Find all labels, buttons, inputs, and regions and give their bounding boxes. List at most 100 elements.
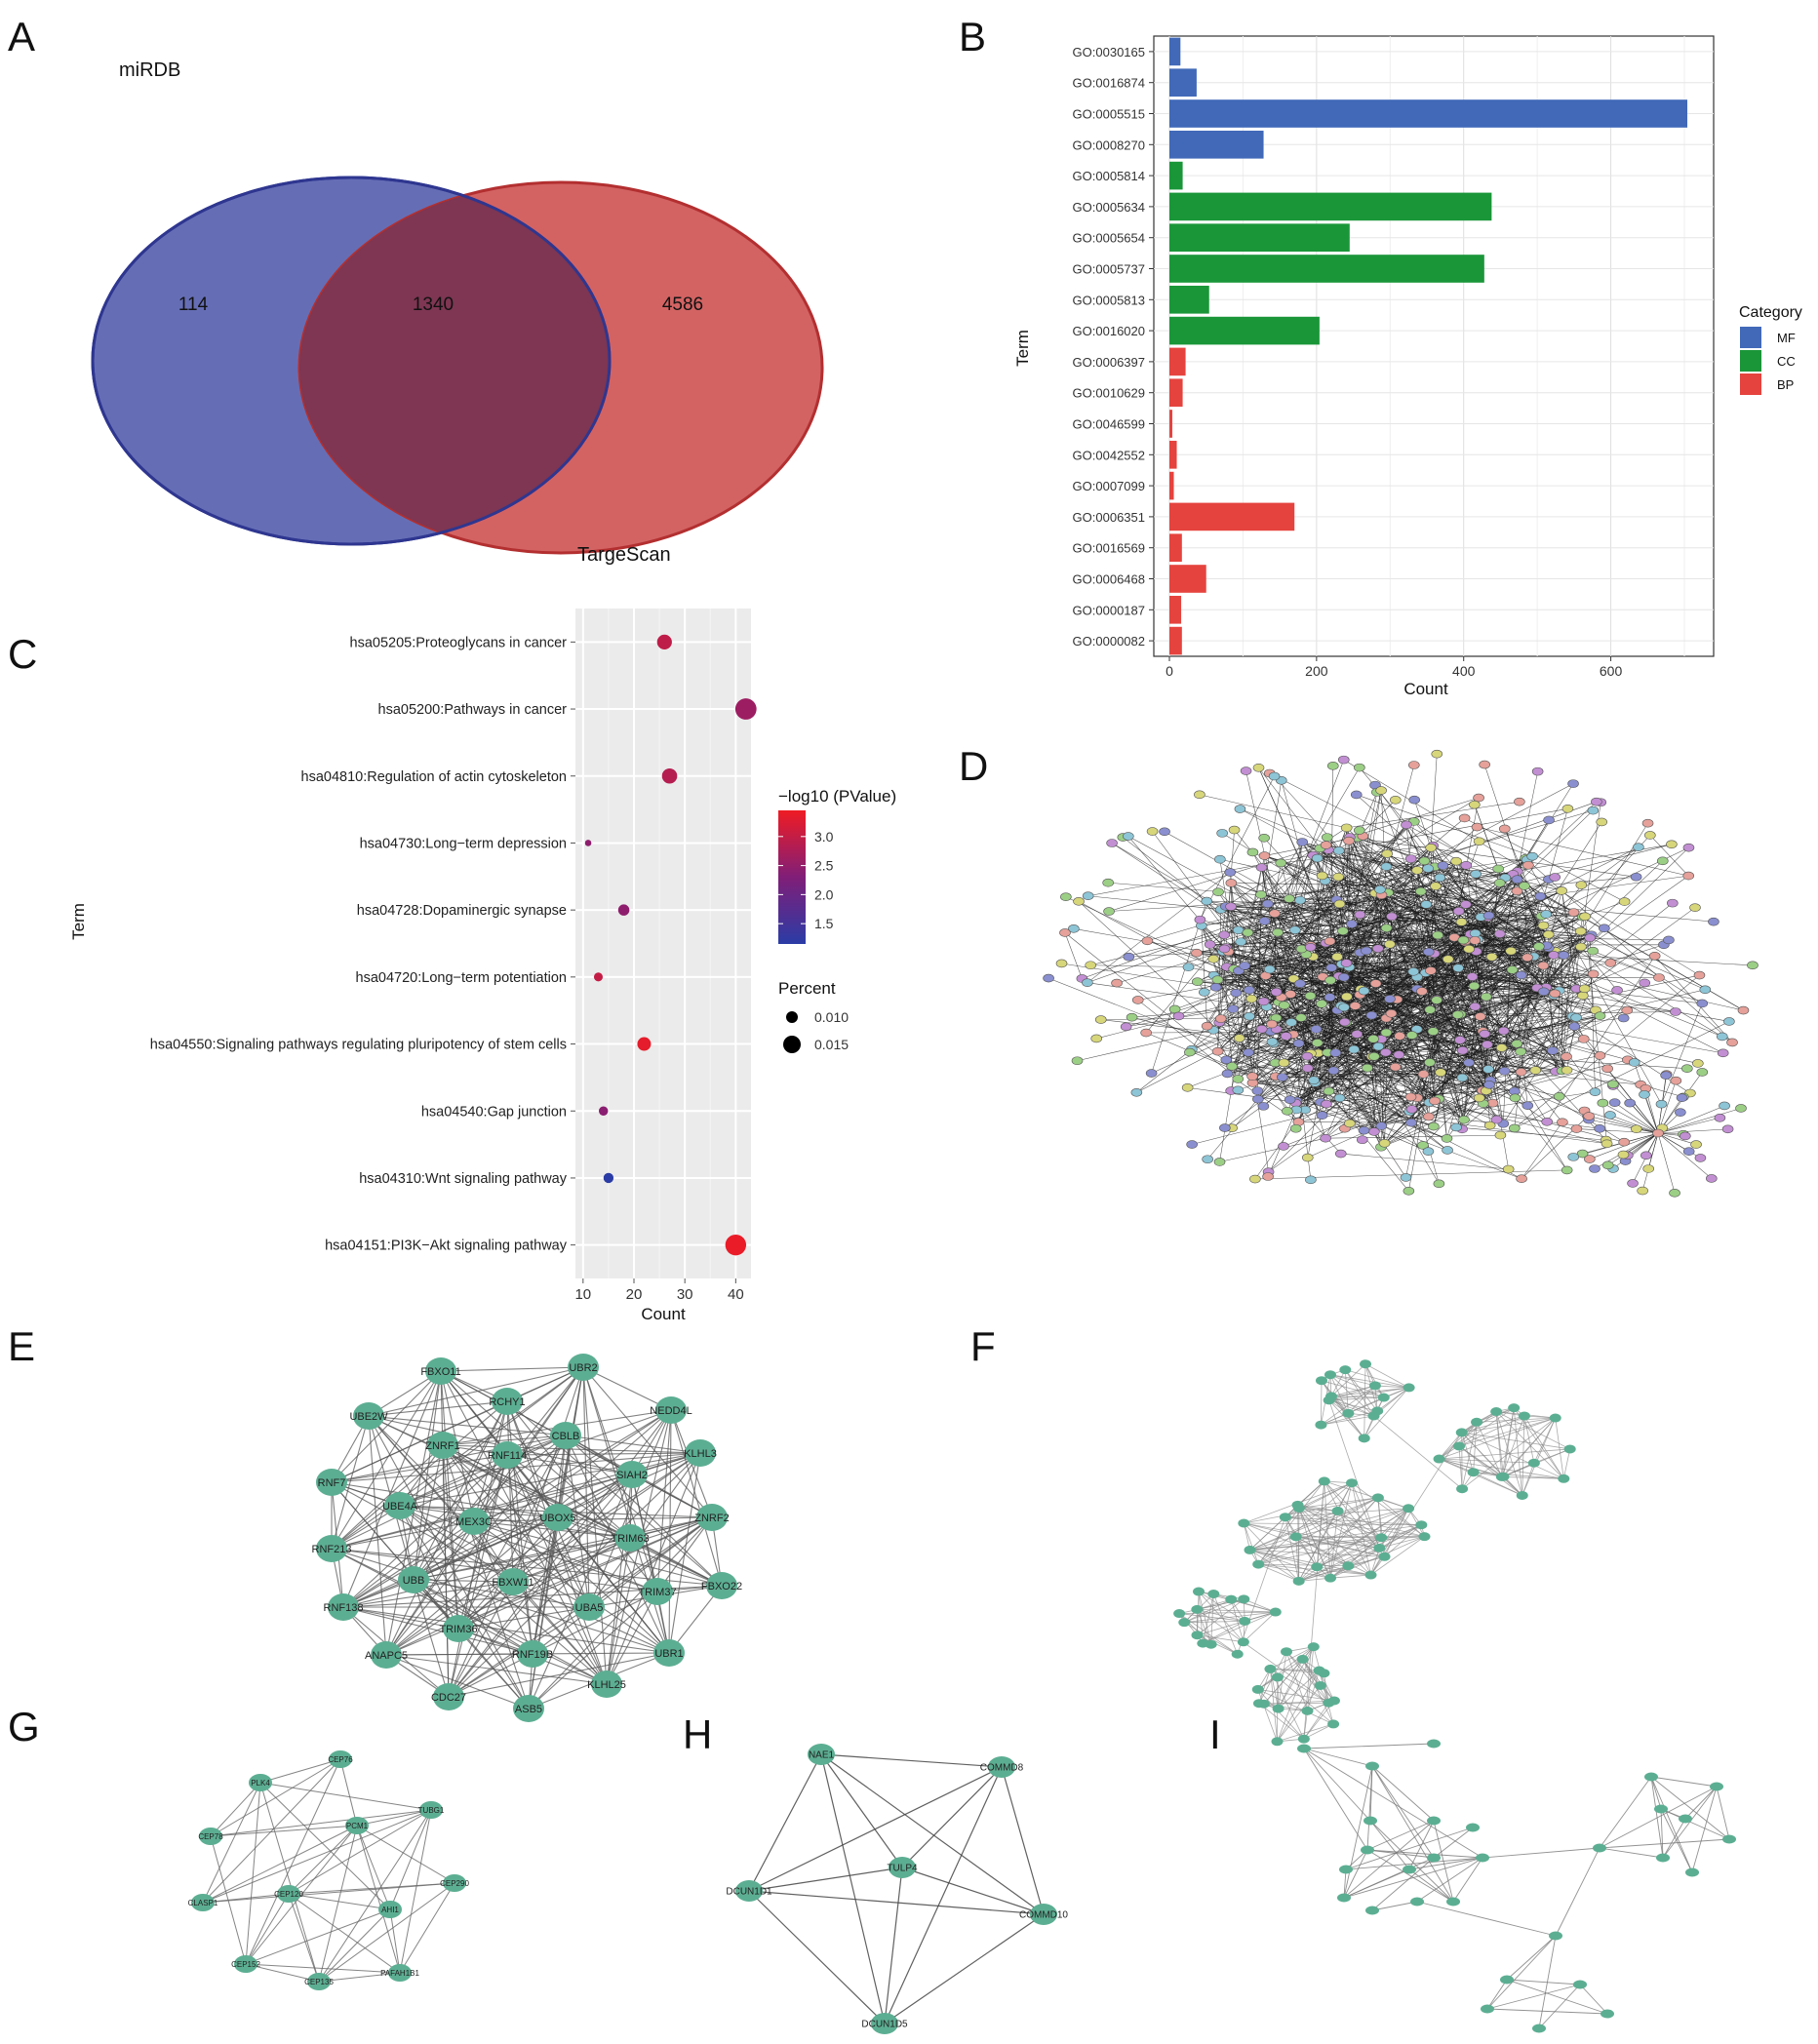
network-edge: [1364, 1387, 1409, 1439]
network-node: [1506, 965, 1519, 974]
network-edge: [1337, 1482, 1353, 1512]
network-node: [1455, 1428, 1468, 1437]
node-label: RNF213: [312, 1544, 352, 1555]
network-node: [1194, 790, 1205, 800]
network-node: [1106, 839, 1118, 847]
network-edge: [1258, 1563, 1299, 1582]
node-label: CEP120: [274, 1890, 303, 1899]
network-node: [1198, 988, 1210, 997]
network-node: [1264, 1664, 1277, 1673]
network-node: [1425, 966, 1437, 975]
network-edge: [1482, 990, 1560, 1091]
network-node: [1377, 1393, 1390, 1402]
network-node: [1522, 953, 1533, 963]
y-tick-label: GO:0005515: [1073, 107, 1145, 122]
network-edge: [473, 1520, 670, 1654]
term-label: hsa04550:Signaling pathways regulating p…: [150, 1038, 567, 1053]
network-node: [1218, 930, 1231, 939]
network-node: [1226, 1062, 1238, 1071]
network-edge: [1330, 1363, 1366, 1397]
network-edge: [1263, 1703, 1308, 1711]
network-node: [1103, 907, 1115, 916]
network-edge: [506, 1452, 701, 1456]
network-node: [1216, 829, 1228, 838]
network-edge: [1329, 1482, 1353, 1579]
network-edge: [1257, 1480, 1325, 1565]
network-node: [1567, 908, 1580, 917]
network-node: [1682, 843, 1695, 852]
network-edge: [1222, 951, 1628, 1061]
network-node: [1556, 886, 1567, 895]
bar-go-0005813: [1169, 285, 1209, 314]
network-edge: [1137, 1000, 1239, 1080]
network-edge: [1252, 1076, 1522, 1179]
network-node: [1244, 1545, 1256, 1554]
network-node: [1653, 973, 1665, 982]
network-node: [1457, 935, 1470, 945]
network-node: [1224, 868, 1237, 877]
node-label: PLK4: [251, 1779, 270, 1788]
network-edge: [1439, 1432, 1463, 1460]
network-node: [871, 2013, 898, 2034]
network-edge: [1196, 890, 1562, 954]
network-edge: [1364, 1090, 1515, 1131]
network-node: [1434, 873, 1446, 883]
network-node: [1561, 1052, 1572, 1061]
network-node: [1090, 1034, 1103, 1043]
network-node: [1474, 1012, 1486, 1021]
network-node: [1418, 1532, 1431, 1542]
network-edge: [202, 1893, 290, 1904]
network-edge: [1371, 1765, 1454, 1903]
node-label: SIAH2: [616, 1470, 648, 1481]
y-tick-label: GO:0030165: [1073, 45, 1145, 59]
network-edge: [512, 1581, 608, 1685]
network-edge: [448, 1652, 670, 1698]
network-node: [1068, 924, 1080, 933]
network-edge: [1336, 1009, 1364, 1140]
network-node: [1389, 796, 1402, 805]
network-node: [1427, 1816, 1441, 1826]
y-tick-label: GO:0005654: [1073, 231, 1145, 246]
network-edge: [1281, 780, 1332, 968]
network-edge: [1328, 766, 1334, 1091]
network-node: [1333, 1093, 1346, 1103]
network-node: [1500, 1975, 1514, 1985]
node-label: KLHL25: [587, 1679, 626, 1691]
network-node: [1473, 837, 1485, 846]
network-node: [1292, 1039, 1305, 1048]
network-edge: [1369, 1820, 1410, 1870]
network-node: [1270, 987, 1283, 997]
network-edge: [1329, 857, 1526, 942]
network-edge: [1263, 1702, 1329, 1705]
network-edge: [1388, 892, 1714, 923]
x-tick-label: 30: [677, 1286, 693, 1303]
network-edge: [245, 1893, 290, 1965]
network-node: [1463, 944, 1475, 954]
network-edge: [1329, 1374, 1374, 1417]
network-edge: [356, 1809, 432, 1827]
network-edge: [1364, 1363, 1409, 1389]
network-edge: [1111, 843, 1248, 933]
network-node: [1417, 1141, 1429, 1150]
network-node: [1367, 1035, 1379, 1043]
network-edge: [1047, 977, 1316, 1083]
network-edge: [1584, 1110, 1659, 1134]
network-node: [1281, 1647, 1293, 1657]
network-node: [1340, 959, 1353, 967]
network-node: [1433, 1179, 1445, 1189]
network-edge: [1439, 1458, 1502, 1477]
network-node: [1516, 1174, 1527, 1184]
network-edge: [1540, 846, 1639, 897]
network-node: [1225, 1594, 1238, 1604]
network-edge: [1064, 932, 1083, 979]
network-node: [1364, 1816, 1377, 1826]
network-node: [1452, 907, 1465, 916]
network-edge: [1371, 1857, 1435, 1911]
network-node: [1059, 928, 1071, 937]
network-node: [1476, 1853, 1489, 1863]
network-edge: [1258, 1563, 1331, 1579]
network-edge: [1337, 904, 1427, 1011]
y-tick-label: GO:0042552: [1073, 448, 1145, 462]
network-node: [1240, 766, 1252, 775]
network-node: [1573, 1980, 1587, 1989]
